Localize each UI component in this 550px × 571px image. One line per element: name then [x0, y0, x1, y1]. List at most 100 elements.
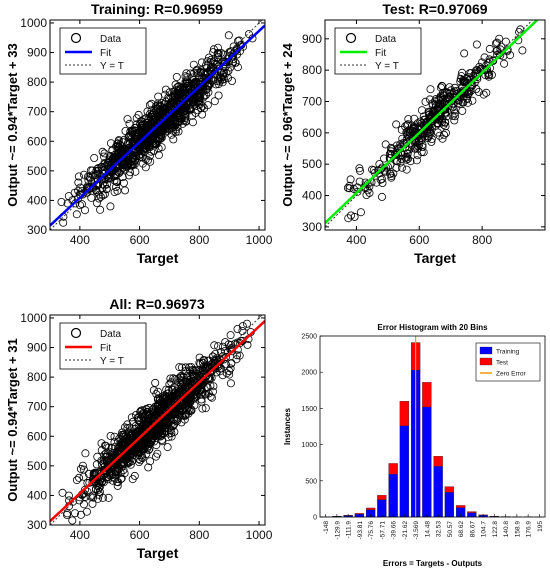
data-point [132, 428, 141, 437]
data-point [88, 499, 97, 508]
data-point [381, 140, 390, 149]
data-point [176, 106, 185, 115]
data-point [135, 151, 144, 160]
data-point [178, 83, 187, 92]
data-point [458, 68, 467, 77]
data-point [413, 141, 422, 150]
data-point [128, 475, 137, 484]
data-point [100, 149, 109, 158]
x-tick-label: 600 [409, 233, 429, 247]
data-point [479, 90, 488, 99]
data-point [110, 150, 119, 159]
x-tick-label: 800 [189, 528, 209, 542]
data-point [468, 96, 477, 105]
error-histogram: -148 -129.9 -111.9 -93.81 -75.76 -57.71 -39.66… [283, 323, 546, 568]
bar-training [388, 474, 398, 518]
data-point [75, 496, 84, 505]
data-point [213, 49, 222, 58]
data-point [393, 157, 402, 166]
data-point [165, 391, 174, 400]
data-point [198, 404, 207, 413]
data-point [176, 85, 185, 94]
data-point [431, 102, 440, 111]
data-point [402, 153, 411, 162]
bar-training [399, 425, 410, 518]
data-point [233, 63, 242, 72]
data-point [139, 408, 148, 417]
regression-plot-1: 400 600 800 1000 300 400 500 600 700 800 900 1000 Tr… [5, 1, 273, 266]
data-point [111, 161, 120, 170]
data-point [123, 450, 132, 459]
x-tick-label: 800 [472, 233, 492, 247]
data-point [231, 58, 240, 67]
data-point [189, 88, 198, 97]
data-point [235, 351, 244, 360]
data-point [210, 341, 219, 350]
data-point [132, 120, 141, 129]
data-point [127, 430, 136, 439]
data-point [123, 420, 132, 429]
data-point [224, 31, 233, 40]
data-point [154, 99, 163, 108]
data-point [162, 97, 171, 106]
bar-training [433, 466, 443, 518]
data-point [162, 415, 171, 424]
bar-test [433, 456, 443, 467]
data-point [147, 111, 156, 120]
data-point [203, 383, 212, 392]
data-point [193, 68, 202, 77]
data-point [111, 450, 120, 459]
data-point [118, 457, 127, 466]
data-point [414, 128, 423, 137]
y-tick-label: 500 [305, 478, 317, 485]
data-point [168, 410, 177, 419]
data-point [362, 190, 371, 199]
data-point [397, 163, 406, 172]
data-point [450, 112, 459, 121]
data-point [397, 154, 406, 163]
data-point [157, 130, 166, 139]
data-point [146, 457, 155, 466]
data-point [127, 450, 136, 459]
data-point [128, 153, 137, 162]
data-point [217, 364, 226, 373]
data-point [121, 186, 130, 195]
bar-test [388, 463, 398, 475]
data-point [101, 441, 110, 450]
data-point [207, 393, 216, 402]
data-point [181, 367, 190, 376]
data-point [198, 390, 207, 399]
data-point [161, 121, 170, 130]
data-point [134, 454, 143, 463]
data-point [133, 435, 142, 444]
data-point [238, 322, 247, 331]
data-point [473, 66, 482, 75]
data-point [153, 387, 162, 396]
data-point [178, 376, 187, 385]
data-point [96, 205, 105, 214]
data-point [221, 338, 230, 347]
data-point [243, 340, 252, 349]
data-point [204, 53, 213, 62]
data-point [151, 378, 160, 387]
data-point [169, 135, 178, 144]
data-point [343, 183, 352, 192]
data-point [100, 466, 109, 475]
data-point [487, 70, 496, 79]
data-point [187, 405, 196, 414]
data-point [191, 80, 200, 89]
data-point [242, 319, 251, 328]
data-point [146, 435, 155, 444]
legend-marker-data [70, 327, 82, 339]
data-point [213, 77, 222, 86]
y-tick-label: 400 [27, 193, 47, 207]
data-point [85, 172, 94, 181]
data-point [182, 106, 191, 115]
data-point [439, 130, 448, 139]
x-tick-label: -39.66 [391, 521, 398, 540]
x-tick-label: 158.9 [514, 521, 521, 538]
data-point [434, 100, 443, 109]
data-point [157, 143, 166, 152]
data-point [140, 139, 149, 148]
data-point [200, 390, 209, 399]
